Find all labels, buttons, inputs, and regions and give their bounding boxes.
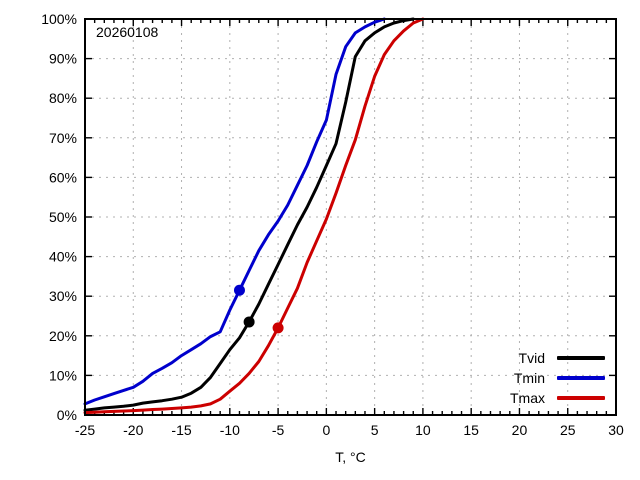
gridlines (84, 18, 617, 416)
date-label: 20260108 (96, 24, 159, 40)
x-tick-label: 10 (415, 422, 431, 438)
y-tick-label: 30% (49, 288, 77, 304)
current-value-markers (233, 284, 284, 334)
legend-label-tmax: Tmax (510, 390, 545, 406)
x-tick-label: 30 (608, 422, 624, 438)
x-tick-label: -25 (75, 422, 95, 438)
axis-tick-labels: -25 -20 -15 -10 -5 0 5 10 15 20 25 30 0% 10% 20% 30% 40%… (41, 11, 624, 438)
legend-entry-tmax: Tmax (430, 388, 605, 408)
cdf-curves (83, 17, 425, 415)
y-tick-label: 90% (49, 51, 77, 67)
legend-entry-tvid: Tvid (430, 348, 605, 368)
legend-entry-tmin: Tmin (430, 368, 605, 388)
y-tick-label: 40% (49, 249, 77, 265)
legend-line-swatch-tmax (557, 396, 605, 400)
x-tick-label: 25 (560, 422, 576, 438)
x-tick-label: 20 (512, 422, 528, 438)
y-tick-label: 100% (41, 11, 77, 27)
x-tick-label: 0 (322, 422, 330, 438)
x-tick-label: 5 (371, 422, 379, 438)
marker-tmax (272, 322, 284, 334)
marker-tmin (233, 284, 245, 296)
legend-label-tvid: Tvid (518, 350, 545, 366)
y-tick-label: 70% (49, 130, 77, 146)
legend-line-swatch-tvid (557, 356, 605, 360)
x-tick-label: -10 (220, 422, 240, 438)
x-tick-label: -15 (171, 422, 191, 438)
y-tick-label: 10% (49, 367, 77, 383)
plot-border (84, 18, 617, 416)
x-tick-label: 15 (463, 422, 479, 438)
marker-tvid (243, 316, 255, 328)
x-tick-label: -20 (123, 422, 143, 438)
x-tick-label: -5 (272, 422, 285, 438)
y-tick-label: 50% (49, 209, 77, 225)
x-axis-title: T, °C (335, 449, 366, 465)
y-tick-label: 20% (49, 328, 77, 344)
legend-label-tmin: Tmin (513, 370, 545, 386)
legend-line-swatch-tmin (557, 376, 605, 380)
y-tick-label: 80% (49, 90, 77, 106)
curve-tmin (83, 17, 386, 406)
y-tick-label: 0% (57, 407, 77, 423)
y-tick-label: 60% (49, 169, 77, 185)
legend: Tvid Tmin Tmax (430, 348, 605, 408)
curve-tmax (83, 17, 425, 415)
curve-tvid (83, 17, 415, 412)
